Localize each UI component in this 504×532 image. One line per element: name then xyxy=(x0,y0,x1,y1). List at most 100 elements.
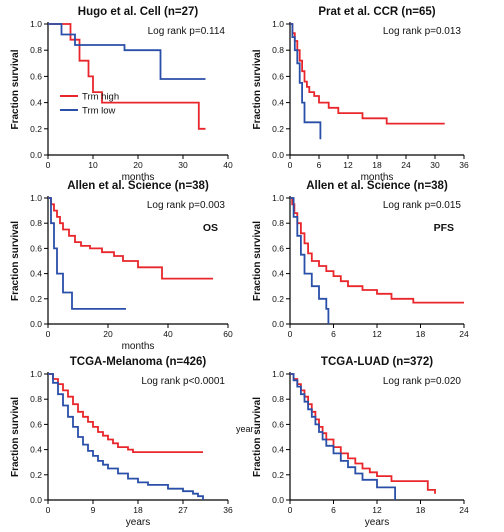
y-tick-label: 0.4 xyxy=(30,98,42,108)
log-rank-annotation: Log rank p=0.003 xyxy=(147,200,226,211)
y-tick-label: 0.2 xyxy=(272,294,284,304)
y-tick-label: 0.6 xyxy=(272,243,284,253)
km-panel-2: Prat et al. CCR (n=65) 0.0 0.2 0.4 0.6 0.8 1.0… xyxy=(252,6,469,183)
x-tick-label: 60 xyxy=(223,329,233,339)
series-line-trm-low xyxy=(48,197,126,310)
x-tick-label: 40 xyxy=(163,329,173,339)
km-panel-1: Hugo et al. Cell (n=27) 0.0 0.2 0.4 0.6 0.8 1.… xyxy=(10,6,233,183)
y-tick-label: 0.2 xyxy=(30,470,42,480)
series-line-trm-low xyxy=(290,373,396,500)
y-axis-label: Fraction survival xyxy=(252,221,263,301)
x-tick-label: 24 xyxy=(459,329,469,339)
y-tick-label: 0.4 xyxy=(30,269,42,279)
series-line-trm-low xyxy=(48,23,206,80)
y-tick-label: 1.0 xyxy=(30,19,42,29)
x-tick-label: 6 xyxy=(331,505,336,515)
x-tick-label: 12 xyxy=(343,160,353,170)
x-tick-label: 30 xyxy=(178,160,188,170)
x-tick-label: 0 xyxy=(288,505,293,515)
series-line-trm-high xyxy=(48,373,203,453)
km-panel-3: Allen et al. Science (n=38) 0.0 0.2 0.4 0.6 0… xyxy=(10,180,233,352)
panel-title: Prat et al. CCR (n=65) xyxy=(318,6,435,18)
panel-title: TCGA-Melanoma (n=426) xyxy=(70,356,207,368)
x-tick-label: 36 xyxy=(223,505,233,515)
y-tick-label: 0.0 xyxy=(30,319,42,329)
x-tick-label: 0 xyxy=(46,329,51,339)
x-tick-label: 6 xyxy=(331,329,336,339)
x-axis-label: years xyxy=(126,517,150,528)
series-line-trm-low xyxy=(48,373,204,500)
x-tick-label: 6 xyxy=(317,160,322,170)
y-tick-label: 0.4 xyxy=(272,269,284,279)
series-line-trm-low xyxy=(290,23,322,140)
log-rank-annotation: Log rank p=0.015 xyxy=(383,200,462,211)
y-axis-label: Fraction survival xyxy=(10,49,21,129)
x-tick-label: 12 xyxy=(372,505,382,515)
log-rank-annotation: Log rank p<0.0001 xyxy=(141,376,225,387)
y-axis-label: Fraction survival xyxy=(10,221,21,301)
y-tick-label: 0.6 xyxy=(272,71,284,81)
x-tick-label: 9 xyxy=(91,505,96,515)
y-tick-label: 0.8 xyxy=(30,218,42,228)
y-tick-label: 0.2 xyxy=(272,470,284,480)
km-panel-4: Allen et al. Science (n=38) 0.0 0.2 0.4 0.6 0… xyxy=(252,180,469,339)
x-axis-label: months xyxy=(122,172,155,183)
y-tick-label: 0.6 xyxy=(272,419,284,429)
x-tick-label: 40 xyxy=(223,160,233,170)
y-tick-label: 0.4 xyxy=(272,98,284,108)
x-tick-label: 30 xyxy=(430,160,440,170)
y-tick-label: 1.0 xyxy=(30,193,42,203)
x-tick-label: 24 xyxy=(459,505,469,515)
series-line-trm-high xyxy=(290,373,436,494)
y-tick-label: 0.6 xyxy=(30,419,42,429)
y-tick-label: 0.2 xyxy=(30,124,42,134)
panel-title: Hugo et al. Cell (n=27) xyxy=(78,6,199,18)
x-tick-label: 0 xyxy=(288,160,293,170)
y-tick-label: 0.0 xyxy=(272,495,284,505)
y-tick-label: 1.0 xyxy=(30,369,42,379)
y-tick-label: 0.6 xyxy=(30,243,42,253)
y-axis-extra-label: year xyxy=(236,424,254,434)
y-tick-label: 1.0 xyxy=(272,193,284,203)
y-tick-label: 1.0 xyxy=(272,19,284,29)
y-tick-label: 0.0 xyxy=(272,150,284,160)
x-tick-label: 12 xyxy=(372,329,382,339)
panel-title: TCGA-LUAD (n=372) xyxy=(321,356,433,368)
y-tick-label: 1.0 xyxy=(272,369,284,379)
series-line-trm-high xyxy=(290,23,445,125)
x-tick-label: 0 xyxy=(46,160,51,170)
x-tick-label: 10 xyxy=(88,160,98,170)
series-line-trm-high xyxy=(48,197,213,280)
x-tick-label: 20 xyxy=(103,329,113,339)
panel-endpoint-label: OS xyxy=(203,222,218,234)
series-line-trm-low xyxy=(290,197,330,324)
series-line-trm-high xyxy=(48,23,206,130)
y-tick-label: 0.4 xyxy=(272,445,284,455)
y-axis-label: Fraction survival xyxy=(10,397,21,477)
x-axis-label: months xyxy=(361,172,394,183)
x-tick-label: 18 xyxy=(416,329,426,339)
x-tick-label: 24 xyxy=(401,160,411,170)
log-rank-annotation: Log rank p=0.020 xyxy=(383,376,462,387)
panel-title: Allen et al. Science (n=38) xyxy=(67,180,209,192)
y-tick-label: 0.0 xyxy=(30,150,42,160)
x-axis-label: months xyxy=(122,341,155,352)
y-tick-label: 0.2 xyxy=(30,294,42,304)
x-tick-label: 27 xyxy=(178,505,188,515)
x-tick-label: 36 xyxy=(459,160,469,170)
panel-title: Allen et al. Science (n=38) xyxy=(306,180,448,192)
y-tick-label: 0.8 xyxy=(272,394,284,404)
x-axis-label: years xyxy=(365,517,389,528)
legend-entry: Trm high xyxy=(82,92,119,103)
x-tick-label: 18 xyxy=(372,160,382,170)
y-tick-label: 0.8 xyxy=(30,394,42,404)
legend-entry: Trm low xyxy=(82,106,116,117)
y-tick-label: 0.0 xyxy=(272,319,284,329)
km-panel-5: TCGA-Melanoma (n=426) 0.0 0.2 0.4 0.6 0.8 1.0 0… xyxy=(10,356,233,528)
panel-endpoint-label: PFS xyxy=(434,222,454,234)
x-tick-label: 20 xyxy=(133,160,143,170)
y-tick-label: 0.0 xyxy=(30,495,42,505)
x-tick-label: 18 xyxy=(416,505,426,515)
km-panel-6: TCGA-LUAD (n=372) 0.0 0.2 0.4 0.6 0.8 1.0 0 6 12 1… xyxy=(236,356,469,528)
